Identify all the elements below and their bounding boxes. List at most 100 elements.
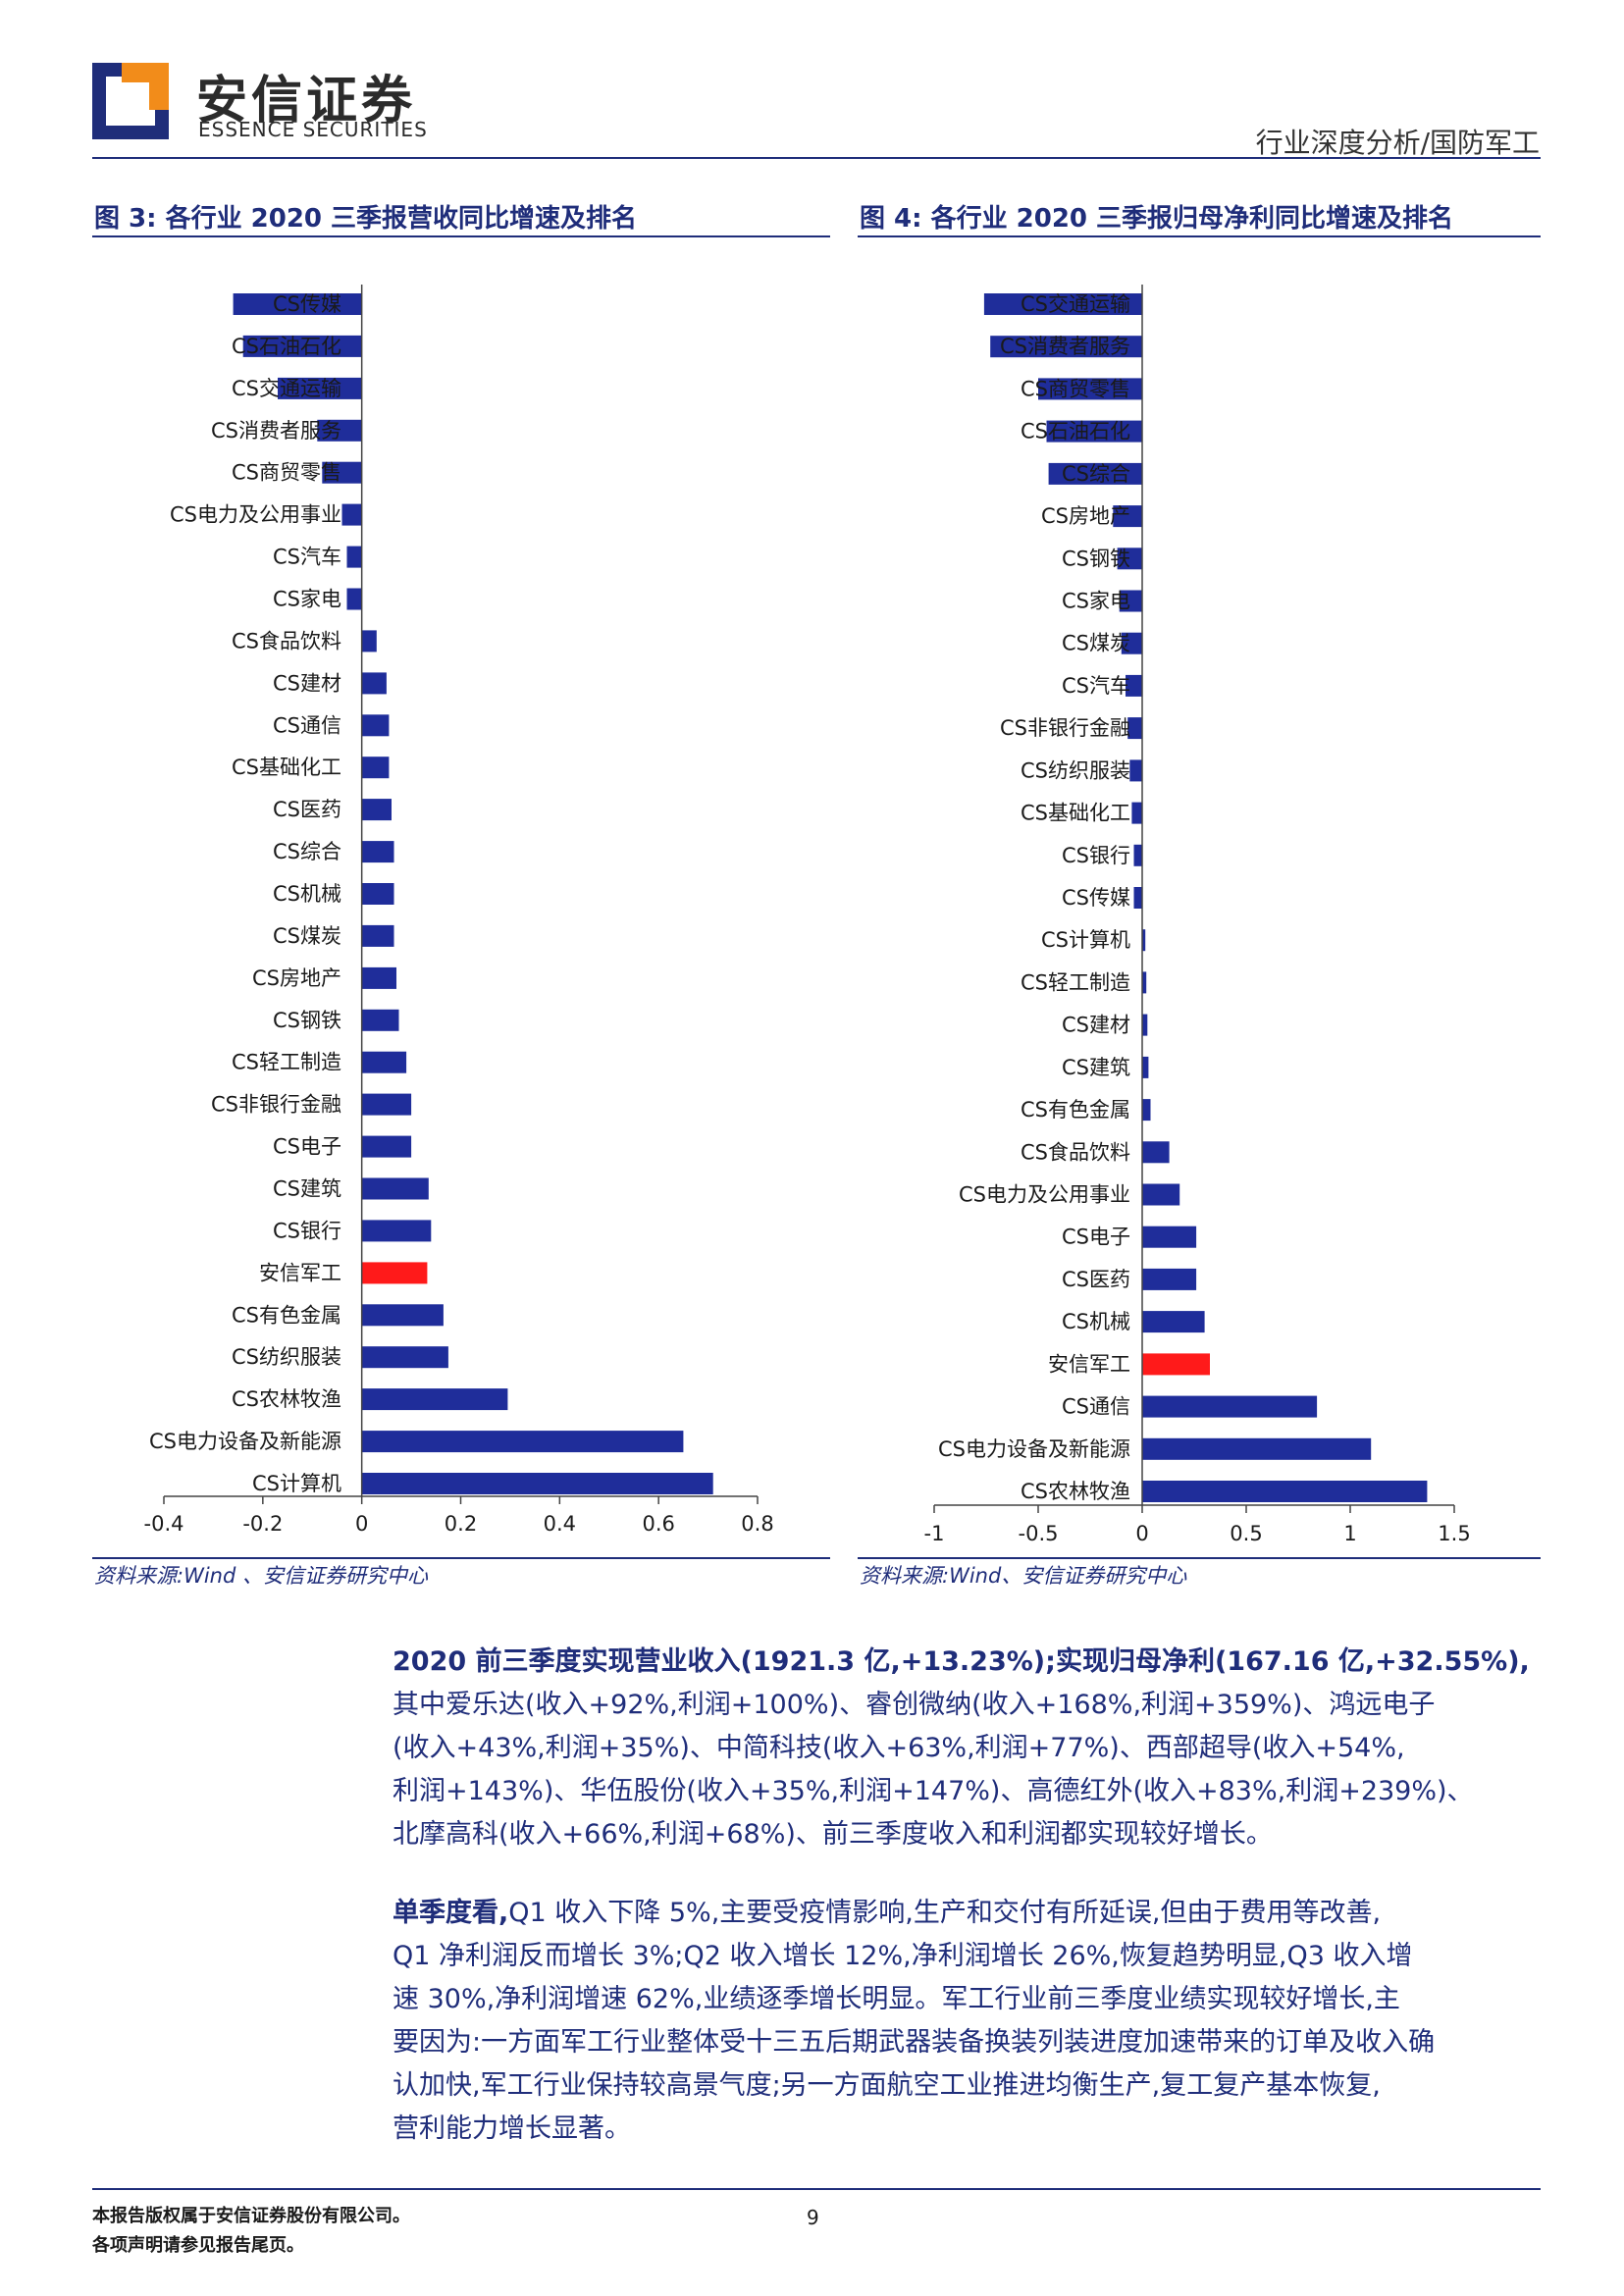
bar-CS汽车 [346,546,362,568]
category-label: CS消费者服务 [211,419,341,443]
paragraph-line: 要因为:一方面军工行业整体受十三五后期武器装备换装列装进度加速带来的订单及收入确 [393,2027,1436,2058]
bar-CS食品饮料 [361,630,377,652]
bar-CS通信 [1142,1395,1318,1418]
figure-4-title: 图 4: 各行业 2020 三季报归母净利同比增速及排名 [860,204,1454,234]
paragraph-line: 速 30%,净利润增速 62%,业绩逐季增长明显。军工行业前三季度业绩实现较好增… [393,1984,1400,2014]
figure-4-top-rule [858,235,1541,237]
category-label: CS银行 [1062,844,1130,867]
bar-CS建筑 [1142,1056,1149,1078]
bar-CS石油石化 [242,335,362,357]
bar-CS通信 [361,714,390,737]
category-label: CS传媒 [273,292,341,316]
category-label: CS建材 [1062,1014,1130,1037]
bar-CS电力及公用事业 [341,503,362,526]
bar-CS银行 [1133,844,1142,866]
category-label: CS电力及公用事业 [959,1183,1130,1207]
x-tick-label: -0.4 [144,1512,184,1536]
category-label: CS汽车 [1062,674,1130,698]
paragraph-line: 利润+143%)、华伍股份(收入+35%,利润+147%)、高德红外(收入+83… [393,1776,1474,1806]
category-label: CS纺织服装 [232,1345,341,1369]
bar-CS纺织服装 [361,1346,448,1369]
bar-CS传媒 [1133,887,1142,909]
x-tick-label: 0.4 [544,1512,576,1536]
x-tick-label: -1 [924,1522,945,1545]
bar-CS商贸零售 [322,461,362,484]
bar-CS商贸零售 [1038,378,1142,400]
category-label: CS房地产 [1041,504,1130,528]
figure-4-bottom-rule [858,1557,1541,1559]
logo-en: ESSENCE SECURITIES [198,118,428,141]
category-label: CS轻工制造 [232,1051,341,1074]
category-label: CS基础化工 [1021,802,1130,825]
bar-CS计算机 [361,1473,713,1494]
bar-CS纺织服装 [1129,759,1142,782]
category-label: CS煤炭 [273,924,341,948]
x-tick-label: 0 [1135,1522,1148,1545]
bar-CS农林牧渔 [361,1388,508,1411]
category-label: CS轻工制造 [1021,970,1130,994]
bar-CS机械 [1142,1311,1205,1333]
category-label: CS综合 [273,840,341,863]
x-tick-label: 1 [1343,1522,1356,1545]
category-label: CS电子 [1062,1226,1130,1249]
category-label: CS综合 [1062,462,1130,486]
category-label: CS电力设备及新能源 [149,1430,341,1453]
category-label: CS煤炭 [1062,632,1130,655]
category-label: CS商贸零售 [1021,377,1130,400]
category-label: 安信军工 [259,1261,341,1284]
category-label: CS计算机 [252,1472,341,1495]
footer-line-1: 本报告版权属于安信证券股份有限公司。 [92,2206,410,2226]
bar-CS银行 [361,1220,432,1242]
category-label: CS石油石化 [232,335,341,358]
figure-3-title: 图 3: 各行业 2020 三季报营收同比增速及排名 [94,204,638,234]
category-label: CS纺织服装 [1021,758,1130,782]
category-label: CS农林牧渔 [232,1387,341,1411]
bar-CS家电 [346,588,362,610]
bar-CS建筑 [361,1177,429,1200]
paragraph-line: 认加快,军工行业保持较高景气度;另一方面航空工业推进均衡生产,复工复产基本恢复, [393,2070,1381,2101]
bar-CS医药 [361,799,392,821]
paragraph-line: 营利能力增长显著。 [393,2113,631,2144]
figure-3-bottom-rule [92,1557,830,1559]
x-tick-label: -0.2 [242,1512,283,1536]
category-label: CS通信 [273,713,341,737]
category-label: CS消费者服务 [1000,335,1130,358]
category-label: CS银行 [273,1219,341,1242]
bar-CS机械 [361,883,394,905]
bar-CS综合 [1048,462,1142,485]
bar-CS计算机 [1142,929,1146,952]
bar-安信军工 [361,1262,428,1284]
category-label: CS建筑 [1062,1056,1130,1079]
footer-divider [92,2188,1541,2190]
x-tick-label: 0.5 [1230,1522,1262,1545]
bar-CS煤炭 [1121,632,1142,654]
category-label: 安信军工 [1048,1352,1130,1376]
category-label: CS有色金属 [1021,1098,1130,1122]
bar-CS轻工制造 [361,1051,407,1073]
category-label: CS食品饮料 [232,629,341,652]
bar-CS基础化工 [361,757,390,779]
logo-cn: 安信证券 [196,72,417,130]
footer-line-2: 各项声明请参见报告尾页。 [92,2235,304,2256]
category-label: CS汽车 [273,546,341,569]
bar-CS非银行金融 [1127,717,1142,740]
bar-CS传媒 [233,293,362,315]
bar-CS电子 [361,1135,412,1158]
bar-CS医药 [1142,1268,1197,1290]
category-label: CS电力设备及新能源 [938,1437,1130,1461]
x-tick-label: 0 [355,1512,368,1536]
chart-profit-growth: CS交通运输 CS消费者服务 CS商贸零售 CS石油石化 CS综合 CS房地产 CS钢铁 CS… [924,285,1471,1545]
category-label: CS基础化工 [232,756,341,779]
category-label: CS建材 [273,671,341,695]
page-number: 9 [807,2206,819,2229]
bar-安信军工 [1142,1353,1210,1376]
x-tick-label: 1.5 [1438,1522,1470,1545]
paragraph-line: 北摩高科(收入+66%,利润+68%)、前三季度收入和利润都实现较好增长。 [393,1819,1273,1850]
bar-CS食品饮料 [1142,1141,1170,1164]
paragraph-line: Q1 净利润反而增长 3%;Q2 收入增长 12%,净利润增长 26%,恢复趋势… [393,1941,1413,1971]
bar-CS基础化工 [1131,802,1142,824]
category-label: CS通信 [1062,1395,1130,1419]
category-label: CS食品饮料 [1021,1140,1130,1164]
bar-CS电力设备及新能源 [361,1431,684,1453]
category-label: CS石油石化 [1021,420,1130,444]
